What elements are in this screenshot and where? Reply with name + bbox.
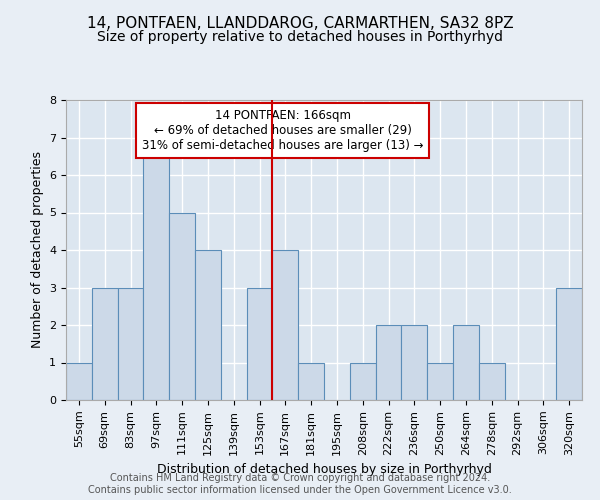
Text: Size of property relative to detached houses in Porthyrhyd: Size of property relative to detached ho…	[97, 30, 503, 44]
Bar	[272, 250, 298, 400]
Bar	[350, 362, 376, 400]
Bar	[453, 325, 479, 400]
Bar	[479, 362, 505, 400]
Bar	[556, 288, 582, 400]
Y-axis label: Number of detached properties: Number of detached properties	[31, 152, 44, 348]
Bar	[169, 212, 195, 400]
Bar	[401, 325, 427, 400]
Text: 14 PONTFAEN: 166sqm
← 69% of detached houses are smaller (29)
31% of semi-detach: 14 PONTFAEN: 166sqm ← 69% of detached ho…	[142, 109, 424, 152]
Text: 14, PONTFAEN, LLANDDAROG, CARMARTHEN, SA32 8PZ: 14, PONTFAEN, LLANDDAROG, CARMARTHEN, SA…	[86, 16, 514, 31]
Text: Contains HM Land Registry data © Crown copyright and database right 2024.
Contai: Contains HM Land Registry data © Crown c…	[88, 474, 512, 495]
Bar	[376, 325, 401, 400]
Bar	[66, 362, 92, 400]
Bar	[143, 138, 169, 400]
Bar	[298, 362, 324, 400]
Bar	[247, 288, 272, 400]
X-axis label: Distribution of detached houses by size in Porthyrhyd: Distribution of detached houses by size …	[157, 463, 491, 476]
Bar	[118, 288, 143, 400]
Bar	[92, 288, 118, 400]
Bar	[427, 362, 453, 400]
Bar	[195, 250, 221, 400]
